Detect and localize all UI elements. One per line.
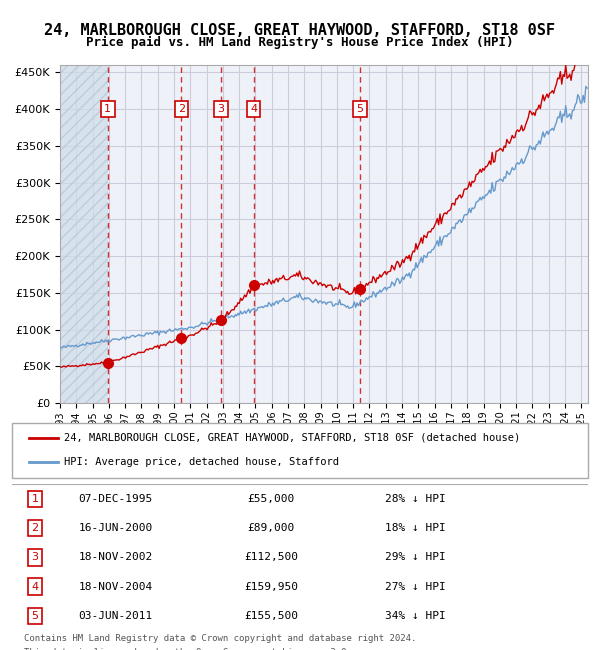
Text: 4: 4 — [31, 582, 38, 592]
Text: 18% ↓ HPI: 18% ↓ HPI — [385, 523, 446, 533]
FancyBboxPatch shape — [12, 422, 588, 478]
Text: 5: 5 — [32, 611, 38, 621]
Text: 27% ↓ HPI: 27% ↓ HPI — [385, 582, 446, 592]
Text: 18-NOV-2002: 18-NOV-2002 — [79, 552, 153, 562]
Text: This data is licensed under the Open Government Licence v3.0.: This data is licensed under the Open Gov… — [24, 648, 352, 650]
Text: 2: 2 — [31, 523, 38, 533]
Text: 16-JUN-2000: 16-JUN-2000 — [79, 523, 153, 533]
Text: Price paid vs. HM Land Registry's House Price Index (HPI): Price paid vs. HM Land Registry's House … — [86, 36, 514, 49]
Text: 07-DEC-1995: 07-DEC-1995 — [79, 494, 153, 504]
Text: 18-NOV-2004: 18-NOV-2004 — [79, 582, 153, 592]
Text: 4: 4 — [250, 104, 257, 114]
Text: HPI: Average price, detached house, Stafford: HPI: Average price, detached house, Staf… — [64, 458, 339, 467]
Text: 24, MARLBOROUGH CLOSE, GREAT HAYWOOD, STAFFORD, ST18 0SF (detached house): 24, MARLBOROUGH CLOSE, GREAT HAYWOOD, ST… — [64, 433, 520, 443]
Text: 3: 3 — [32, 552, 38, 562]
Text: 29% ↓ HPI: 29% ↓ HPI — [385, 552, 446, 562]
Text: Contains HM Land Registry data © Crown copyright and database right 2024.: Contains HM Land Registry data © Crown c… — [24, 634, 416, 643]
Text: 1: 1 — [32, 494, 38, 504]
Text: 03-JUN-2011: 03-JUN-2011 — [79, 611, 153, 621]
Text: 3: 3 — [217, 104, 224, 114]
Text: £89,000: £89,000 — [248, 523, 295, 533]
Text: 2: 2 — [178, 104, 185, 114]
Text: 34% ↓ HPI: 34% ↓ HPI — [385, 611, 446, 621]
Text: £55,000: £55,000 — [248, 494, 295, 504]
Text: 5: 5 — [356, 104, 364, 114]
Text: 28% ↓ HPI: 28% ↓ HPI — [385, 494, 446, 504]
Text: £112,500: £112,500 — [244, 552, 298, 562]
Text: £155,500: £155,500 — [244, 611, 298, 621]
Text: £159,950: £159,950 — [244, 582, 298, 592]
Text: 1: 1 — [104, 104, 111, 114]
Text: 24, MARLBOROUGH CLOSE, GREAT HAYWOOD, STAFFORD, ST18 0SF: 24, MARLBOROUGH CLOSE, GREAT HAYWOOD, ST… — [44, 23, 556, 38]
Bar — [60, 65, 108, 403]
